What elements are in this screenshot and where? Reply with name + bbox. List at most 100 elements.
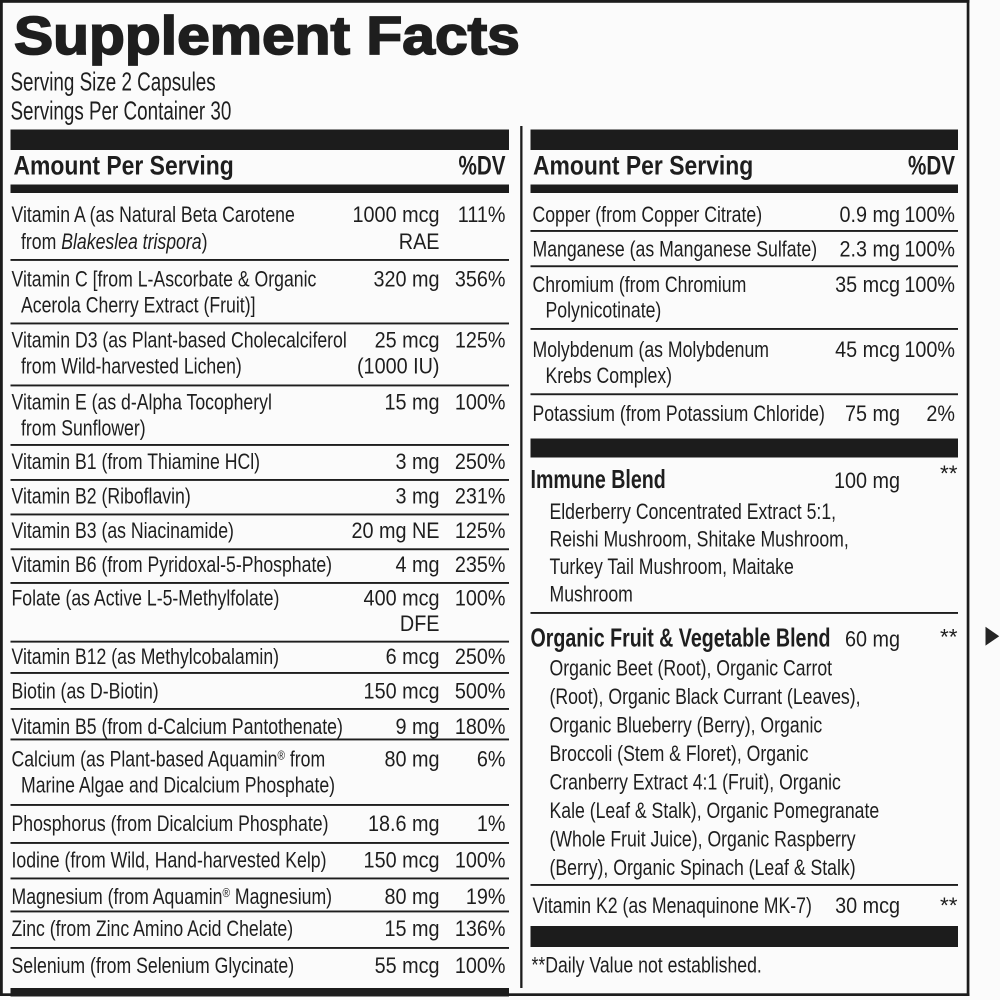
svg-text:150 mcg: 150 mcg: [364, 679, 440, 703]
svg-text:125%: 125%: [455, 519, 506, 543]
svg-text:Magnesium (from Aquamin® Magne: Magnesium (from Aquamin® Magnesium): [12, 885, 333, 909]
svg-text:100%: 100%: [455, 586, 506, 610]
svg-text:60 mg: 60 mg: [845, 627, 900, 651]
svg-text:20 mg NE: 20 mg NE: [351, 519, 439, 543]
svg-text:Folate (as Active L-5-Methylfo: Folate (as Active L-5-Methylfolate): [12, 587, 280, 611]
svg-text:Amount Per Serving: Amount Per Serving: [533, 151, 753, 181]
svg-text:%DV: %DV: [908, 151, 955, 181]
svg-text:35 mcg: 35 mcg: [835, 273, 900, 297]
svg-text:500%: 500%: [455, 679, 506, 703]
svg-text:Vitamin B1 (from Thiamine HCl): Vitamin B1 (from Thiamine HCl): [12, 450, 261, 474]
svg-text:Supplement Facts: Supplement Facts: [14, 5, 520, 65]
svg-text:DFE: DFE: [400, 612, 440, 636]
svg-text:Zinc (from Zinc Amino Acid Che: Zinc (from Zinc Amino Acid Chelate): [12, 917, 294, 941]
svg-text:Chromium (from Chromium: Chromium (from Chromium: [532, 273, 746, 297]
svg-text:25 mcg: 25 mcg: [375, 328, 440, 352]
svg-text:Servings Per Container 30: Servings Per Container 30: [10, 95, 231, 125]
svg-text:Iodine (from Wild, Hand-harves: Iodine (from Wild, Hand-harvested Kelp): [12, 849, 327, 873]
svg-text:**: **: [940, 461, 958, 486]
svg-text:(Whole Fruit Juice), Organic R: (Whole Fruit Juice), Organic Raspberry: [550, 828, 857, 852]
svg-text:Vitamin B5 (from d-Calcium Pan: Vitamin B5 (from d-Calcium Pantothenate): [12, 715, 343, 739]
svg-text:125%: 125%: [455, 328, 506, 352]
svg-text:400 mcg: 400 mcg: [364, 586, 440, 610]
svg-text:235%: 235%: [455, 553, 506, 577]
svg-text:100%: 100%: [904, 237, 955, 261]
svg-text:Vitamin A (as Natural Beta Car: Vitamin A (as Natural Beta Carotene: [12, 203, 295, 227]
svg-text:6%: 6%: [477, 747, 506, 771]
svg-text:Marine Algae and Dicalcium Pho: Marine Algae and Dicalcium Phosphate): [21, 774, 335, 798]
svg-text:100%: 100%: [455, 954, 506, 978]
svg-text:30 mcg: 30 mcg: [835, 894, 900, 918]
svg-text:Serving Size 2 Capsules: Serving Size 2 Capsules: [10, 66, 215, 96]
svg-text:3 mg: 3 mg: [395, 484, 439, 508]
svg-text:15 mg: 15 mg: [384, 390, 439, 414]
svg-text:0.9 mg: 0.9 mg: [839, 203, 900, 227]
svg-text:Amount Per Serving: Amount Per Serving: [13, 151, 233, 181]
svg-text:55 mcg: 55 mcg: [375, 954, 440, 978]
svg-text:75 mg: 75 mg: [845, 402, 900, 426]
svg-text:**: **: [940, 625, 958, 650]
svg-text:15 mg: 15 mg: [384, 917, 439, 941]
svg-text:Vitamin B12 (as Methylcobalami: Vitamin B12 (as Methylcobalamin): [12, 645, 280, 669]
svg-text:Vitamin B2 (Riboflavin): Vitamin B2 (Riboflavin): [12, 485, 191, 509]
svg-text:100 mg: 100 mg: [834, 469, 900, 493]
svg-text:Biotin (as D-Biotin): Biotin (as D-Biotin): [12, 680, 159, 704]
svg-text:80 mg: 80 mg: [384, 747, 439, 771]
svg-text:4 mg: 4 mg: [395, 553, 439, 577]
svg-text:356%: 356%: [455, 267, 506, 291]
svg-text:150 mcg: 150 mcg: [364, 848, 440, 872]
svg-text:250%: 250%: [455, 450, 506, 474]
svg-text:180%: 180%: [455, 715, 506, 739]
svg-text:100%: 100%: [455, 848, 506, 872]
svg-text:Vitamin E (as d-Alpha Tocopher: Vitamin E (as d-Alpha Tocopheryl: [12, 391, 272, 415]
svg-text:111%: 111%: [458, 203, 506, 227]
svg-text:Kale (Leaf & Stalk), Organic P: Kale (Leaf & Stalk), Organic Pomegranate: [550, 799, 880, 823]
svg-text:9 mg: 9 mg: [395, 715, 439, 739]
svg-text:3 mg: 3 mg: [395, 450, 439, 474]
svg-text:Krebs Complex): Krebs Complex): [545, 364, 672, 388]
svg-text:Acerola Cherry Extract (Fruit): Acerola Cherry Extract (Fruit)]: [21, 294, 255, 318]
svg-text:Manganese (as Manganese Sulfat: Manganese (as Manganese Sulfate): [532, 237, 817, 261]
svg-text:Broccoli (Stem & Floret), Orga: Broccoli (Stem & Floret), Organic: [550, 742, 809, 766]
svg-text:100%: 100%: [904, 338, 955, 362]
svg-text:from Wild-harvested Lichen): from Wild-harvested Lichen): [21, 355, 242, 379]
svg-text:Reishi Mushroom, Shitake Mushr: Reishi Mushroom, Shitake Mushroom,: [550, 528, 849, 552]
svg-text:2.3 mg: 2.3 mg: [839, 237, 900, 261]
svg-text:45 mcg: 45 mcg: [835, 338, 900, 362]
svg-text:Vitamin K2 (as Menaquinone MK-: Vitamin K2 (as Menaquinone MK-7): [532, 894, 811, 918]
svg-text:80 mg: 80 mg: [384, 885, 439, 909]
svg-text:(Berry), Organic Spinach (Leaf: (Berry), Organic Spinach (Leaf & Stalk): [550, 856, 856, 880]
svg-text:from Sunflower): from Sunflower): [21, 417, 146, 441]
svg-text:Elderberry Concentrated Extrac: Elderberry Concentrated Extract 5:1,: [550, 500, 837, 524]
svg-text:1%: 1%: [477, 812, 506, 836]
svg-text:**: **: [940, 893, 958, 918]
svg-text:Calcium (as Plant-based Aquami: Calcium (as Plant-based Aquamin® from: [12, 748, 326, 772]
svg-text:2%: 2%: [926, 402, 955, 426]
svg-text:100%: 100%: [455, 390, 506, 414]
svg-text:Copper (from Copper Citrate): Copper (from Copper Citrate): [532, 203, 762, 227]
svg-text:(Root), Organic Black Currant: (Root), Organic Black Currant (Leaves),: [550, 685, 861, 709]
svg-text:19%: 19%: [466, 885, 506, 909]
svg-text:Potassium (from Potassium Chlo: Potassium (from Potassium Chloride): [532, 402, 824, 426]
svg-text:Mushroom: Mushroom: [550, 583, 633, 607]
svg-text:Vitamin D3 (as Plant-based Cho: Vitamin D3 (as Plant-based Cholecalcifer…: [12, 329, 347, 353]
svg-text:1000 mcg: 1000 mcg: [353, 203, 440, 227]
svg-text:Selenium (from Selenium Glycin: Selenium (from Selenium Glycinate): [12, 954, 295, 978]
svg-text:**Daily Value not established.: **Daily Value not established.: [531, 954, 761, 978]
svg-text:(1000 IU): (1000 IU): [357, 354, 440, 378]
svg-text:Molybdenum (as Molybdenum: Molybdenum (as Molybdenum: [532, 338, 769, 362]
svg-text:Immune Blend: Immune Blend: [530, 464, 665, 493]
svg-text:Vitamin B3 (as Niacinamide): Vitamin B3 (as Niacinamide): [12, 519, 234, 543]
svg-text:Vitamin C [from L-Ascorbate &: Vitamin C [from L-Ascorbate & Organic: [12, 268, 317, 292]
svg-text:18.6 mg: 18.6 mg: [368, 812, 440, 836]
svg-text:320 mg: 320 mg: [373, 267, 439, 291]
svg-text:Turkey Tail Mushroom, Maitake: Turkey Tail Mushroom, Maitake: [550, 555, 794, 579]
svg-text:RAE: RAE: [399, 230, 440, 254]
svg-text:136%: 136%: [455, 917, 506, 941]
svg-text:Polynicotinate): Polynicotinate): [545, 298, 661, 322]
svg-text:Organic Beet (Root), Organic C: Organic Beet (Root), Organic Carrot: [550, 656, 833, 680]
svg-text:231%: 231%: [455, 484, 506, 508]
svg-text:Organic Blueberry (Berry), Org: Organic Blueberry (Berry), Organic: [550, 714, 823, 738]
svg-text:100%: 100%: [904, 273, 955, 297]
svg-text:Organic Fruit & Vegetable Blen: Organic Fruit & Vegetable Blend: [530, 623, 830, 652]
